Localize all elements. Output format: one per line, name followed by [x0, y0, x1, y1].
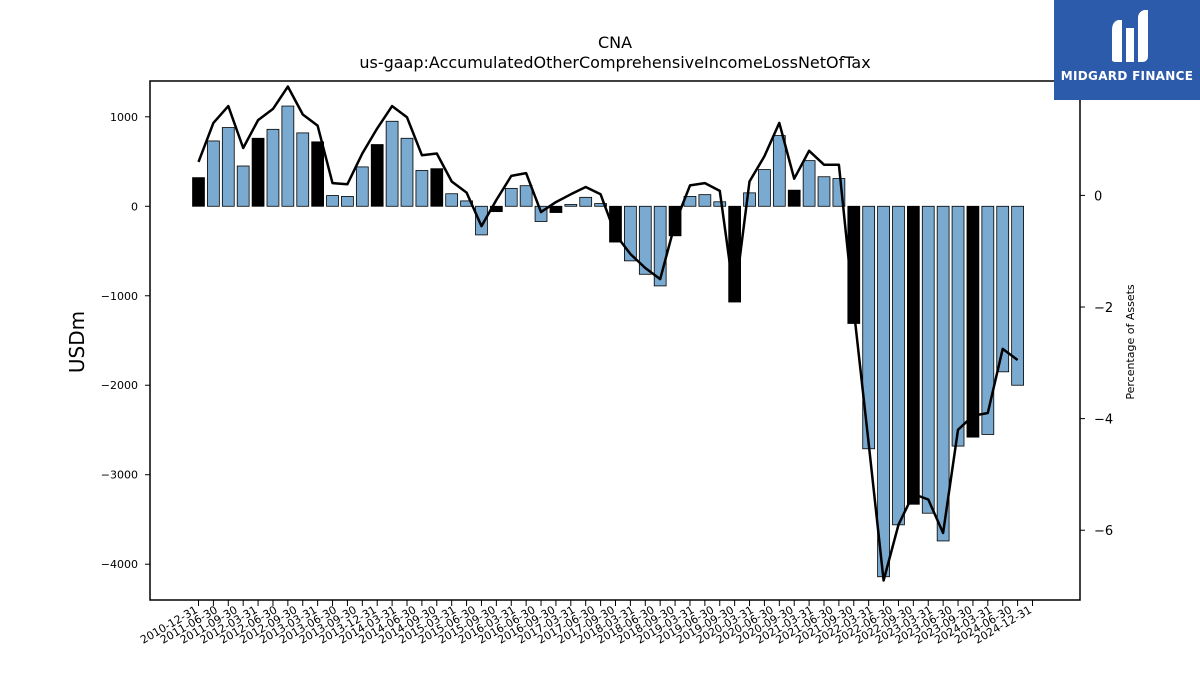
y-axis-label: USDm [65, 311, 89, 373]
bar [564, 204, 578, 207]
bar [549, 205, 563, 213]
bar [355, 166, 369, 207]
logo-text: MIDGARD FINANCE [1060, 69, 1194, 83]
chart-title: CNA [598, 33, 632, 52]
y-tick-label: −2000 [101, 379, 138, 392]
bar [445, 193, 459, 207]
bar [236, 165, 250, 207]
bar [400, 137, 414, 207]
line-group [197, 85, 1019, 582]
bar [475, 205, 488, 236]
series-line [197, 85, 1019, 582]
bar [907, 205, 920, 505]
bar [728, 205, 742, 303]
bar [370, 144, 384, 207]
bar [385, 120, 399, 207]
bar [966, 205, 980, 438]
y-tick-label: −3000 [101, 469, 138, 482]
chart-subtitle: us-gaap:AccumulatedOtherComprehensiveInc… [359, 53, 870, 72]
bar [609, 205, 622, 243]
y-tick-label: 0 [131, 200, 138, 213]
y2-tick-label: 0 [1094, 189, 1102, 204]
y-axis: 1000 0 −1000 −2000 −3000 −4000 [101, 111, 150, 571]
bar [221, 127, 235, 207]
bar [698, 194, 712, 207]
y2-tick-label: −4 [1094, 413, 1113, 428]
bar [996, 205, 1010, 373]
bar [936, 205, 950, 542]
bar [713, 201, 727, 207]
bar [251, 137, 265, 207]
bar [519, 185, 533, 207]
bar [743, 192, 756, 207]
bar [207, 140, 220, 207]
bar [981, 205, 995, 435]
logo-mark-icon [1112, 10, 1148, 62]
bar [534, 205, 548, 222]
bar [921, 205, 935, 514]
bar [892, 205, 905, 526]
bar [624, 205, 637, 262]
bar [832, 178, 846, 207]
bar [653, 205, 667, 287]
bar [266, 128, 280, 207]
bar [579, 196, 593, 207]
bar [192, 177, 205, 207]
bar [817, 176, 831, 207]
bar [787, 189, 801, 207]
bar [951, 205, 965, 447]
y-tick-label: 1000 [110, 111, 138, 124]
bar [311, 141, 324, 207]
bar [638, 205, 652, 275]
y2-axis-label: Percentage of Assets [1124, 284, 1137, 400]
bars-group [192, 105, 1024, 578]
y2-tick-label: −6 [1094, 524, 1113, 539]
bar [847, 205, 861, 324]
bar [1011, 205, 1024, 386]
bar [877, 205, 890, 578]
y2-tick-label: −2 [1094, 301, 1113, 316]
bar [296, 132, 310, 207]
y2-axis: 20−2−4−6 [1080, 78, 1113, 539]
x-axis: 2010-12-312011-06-302011-09-302012-03-31… [138, 600, 1034, 647]
bar [758, 169, 771, 207]
bar [341, 196, 354, 207]
bar [430, 168, 444, 207]
y-tick-label: −4000 [101, 558, 138, 571]
logo: MIDGARD FINANCE [1054, 0, 1200, 100]
bar [802, 160, 816, 207]
bar [326, 195, 339, 207]
bar [504, 187, 518, 207]
bar [415, 170, 429, 207]
bar [772, 135, 786, 207]
y-tick-label: −1000 [101, 290, 138, 303]
bar [281, 105, 295, 207]
bar [594, 203, 607, 207]
